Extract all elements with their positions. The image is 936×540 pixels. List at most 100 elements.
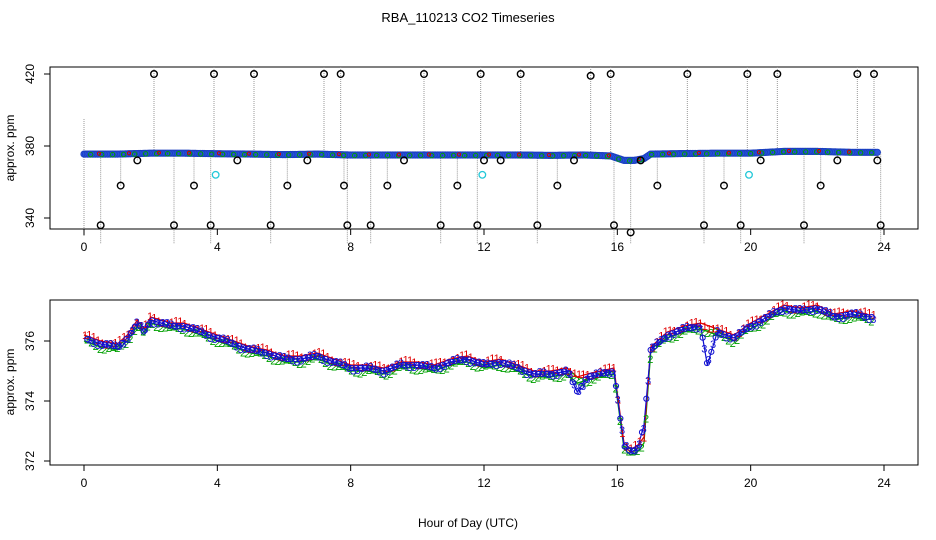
baseline-point-green (263, 152, 270, 158)
series-2-marker: 2 (829, 312, 835, 324)
series-3-point (790, 306, 797, 313)
series-3-marker: 3 (632, 445, 638, 457)
series-2-marker: 2 (851, 313, 857, 325)
series-3-marker: 3 (225, 335, 231, 347)
series-2-marker: 2 (305, 356, 311, 368)
spike-point (480, 156, 489, 165)
series-3-marker: 3 (554, 370, 560, 382)
series-3-point (686, 324, 693, 332)
series-3-marker: 3 (320, 355, 326, 367)
series-3-marker: 3 (619, 425, 625, 437)
series-3-point (738, 329, 745, 336)
series-1-marker: 1 (234, 335, 240, 347)
series-3-point (153, 318, 160, 325)
series-2-marker: 2 (132, 326, 138, 338)
spike-point (720, 181, 729, 190)
baseline-point-green (505, 152, 512, 159)
baseline-point-red (306, 151, 312, 156)
series-3-point (799, 307, 806, 314)
series-2-marker: 2 (617, 416, 623, 428)
series-3-marker: 3 (623, 441, 629, 453)
series-1-marker: 1 (433, 357, 439, 369)
baseline-point-green (593, 153, 600, 159)
series-3-point (487, 360, 494, 367)
baseline-point-red (456, 152, 462, 157)
series-3-point (712, 334, 719, 341)
series-3-marker: 3 (233, 342, 239, 354)
series-3-point (578, 382, 585, 390)
series-3-point (595, 371, 602, 378)
series-2-marker: 2 (283, 355, 289, 367)
series-3-point (643, 395, 650, 402)
series-3-point (582, 376, 589, 383)
top-x-tick-label: 20 (744, 240, 758, 254)
series-2-marker: 2 (695, 325, 701, 337)
series-3-marker: 3 (207, 333, 213, 345)
baseline-point-red (156, 150, 162, 155)
series-3-point (591, 372, 598, 379)
baseline-point-green (329, 152, 336, 158)
series-3-point (842, 311, 849, 318)
series-3-marker: 3 (424, 359, 430, 371)
series-3-point (539, 370, 546, 378)
baseline-point-red (216, 151, 222, 156)
series-1-marker: 1 (520, 360, 526, 372)
series-2-marker: 2 (699, 327, 705, 339)
series-2-marker: 2 (626, 446, 632, 458)
series-1-marker: 1 (407, 355, 413, 367)
series-3-marker: 3 (662, 333, 668, 345)
baseline-point-red (726, 150, 732, 155)
series-3-point (149, 317, 156, 324)
series-1-marker: 1 (632, 440, 638, 452)
series-2-marker: 2 (253, 347, 259, 359)
series-1-marker: 1 (177, 316, 183, 328)
series-2-marker: 2 (621, 444, 627, 456)
baseline-point-green (582, 152, 589, 159)
baseline-point-green (241, 151, 248, 158)
series-1-marker: 1 (645, 376, 651, 388)
baseline-point-green (791, 149, 798, 155)
series-1-marker: 1 (351, 359, 357, 371)
series-3-marker: 3 (823, 305, 829, 317)
series-1-marker: 1 (485, 355, 491, 367)
series-3-point (248, 347, 256, 354)
series-1-marker: 1 (372, 359, 378, 371)
bottom-x-tick-label: 16 (611, 476, 625, 490)
baseline-point (873, 148, 881, 156)
series-1-marker: 1 (723, 326, 729, 338)
series-1-line (83, 304, 868, 450)
series-2-marker: 2 (860, 312, 866, 324)
series-1-marker: 1 (832, 307, 838, 319)
series-1-marker: 1 (489, 353, 495, 365)
series-2-marker: 2 (322, 358, 328, 370)
series-3-marker: 3 (870, 314, 876, 326)
baseline-point-red (546, 152, 552, 157)
series-2-marker: 2 (405, 362, 411, 374)
series-1-marker: 1 (619, 428, 625, 440)
series-2-marker: 2 (392, 365, 398, 377)
series-3-point (786, 305, 793, 313)
baseline-point-green (758, 150, 765, 156)
series-2-marker: 2 (435, 365, 441, 377)
series-3-point (634, 444, 641, 451)
series-2-marker: 2 (652, 344, 658, 356)
series-3-marker: 3 (524, 369, 530, 381)
series-1-marker: 1 (255, 342, 261, 354)
series-3-point (807, 306, 815, 313)
series-2-marker: 2 (582, 377, 588, 389)
series-3-marker: 3 (558, 368, 564, 380)
series-3-point (552, 370, 559, 377)
series-3-point (136, 322, 143, 329)
series-2-marker: 2 (855, 311, 861, 323)
series-1-marker: 1 (312, 348, 318, 360)
series-3-point (123, 335, 130, 342)
baseline-point-green (681, 151, 688, 157)
series-1-marker: 1 (836, 306, 842, 318)
series-2-marker: 2 (149, 319, 155, 331)
spike-point (876, 221, 885, 230)
series-2-marker: 2 (244, 349, 250, 361)
series-3-point (651, 343, 659, 350)
series-3-marker: 3 (467, 357, 473, 369)
